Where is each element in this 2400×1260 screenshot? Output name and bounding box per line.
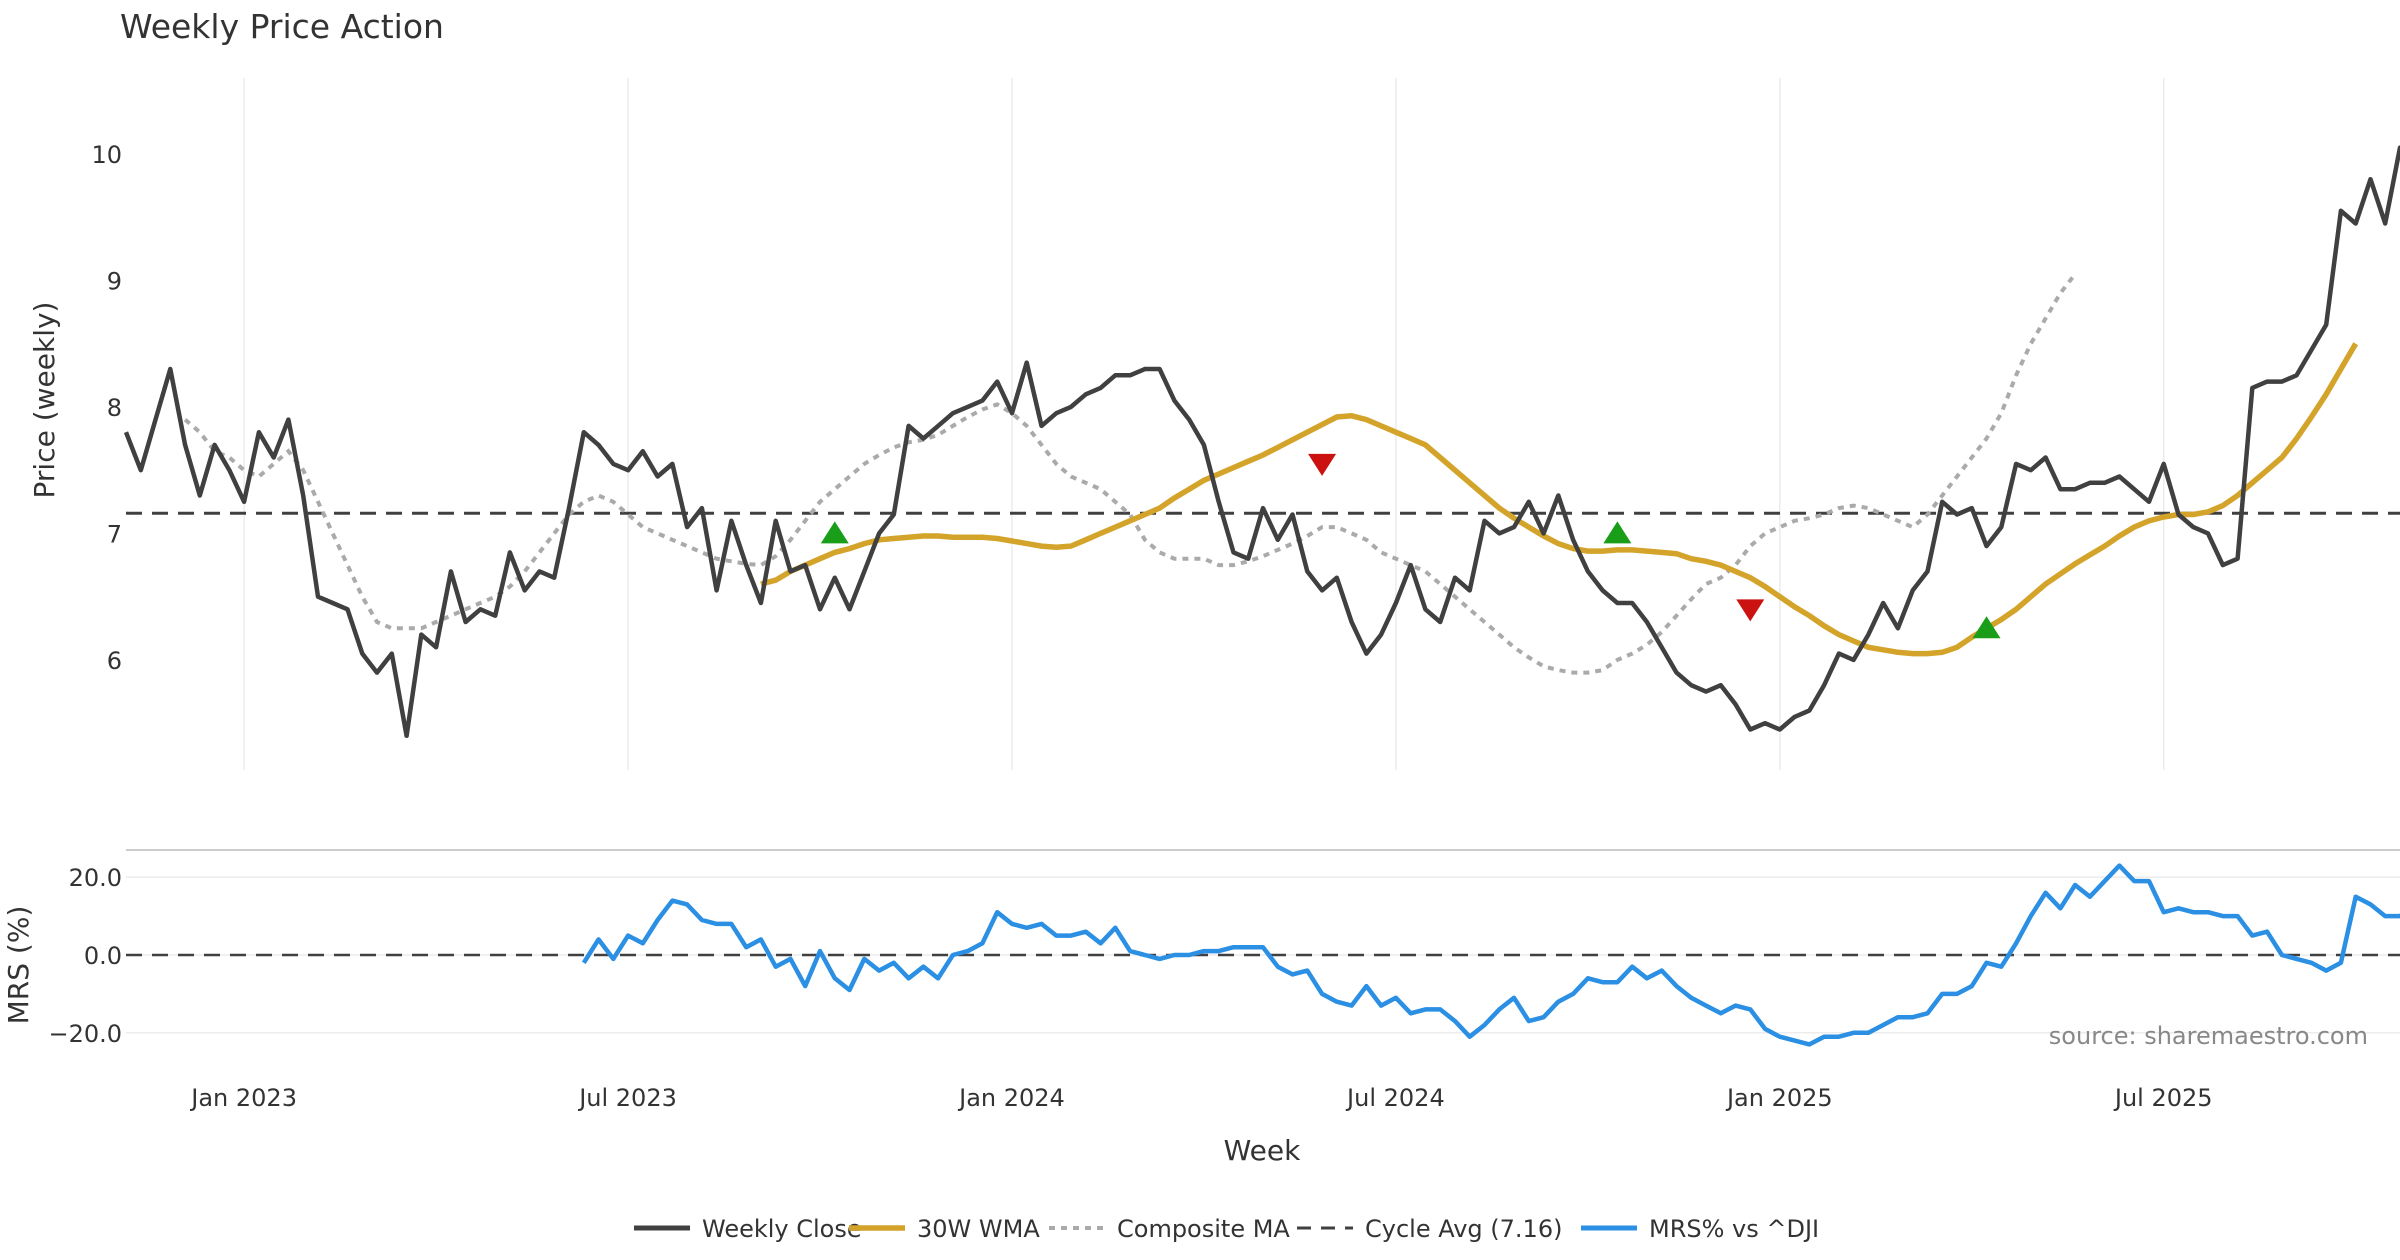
mrs-y-tick-label: −20.0 bbox=[48, 1020, 122, 1048]
x-ticks: Jan 2023 Jul 2023 Jan 2024 Jul 2024 Jan 2025… bbox=[189, 1084, 2212, 1112]
price-grid bbox=[243, 78, 2165, 770]
buy-signal-marker bbox=[1972, 616, 2001, 639]
mrs-y-tick-label: 20.0 bbox=[69, 864, 122, 892]
wma-30w-line bbox=[760, 342, 2359, 657]
x-tick-label: Jan 2025 bbox=[1725, 1084, 1833, 1112]
source-note: source: sharemaestro.com bbox=[2049, 1022, 2368, 1050]
sell-signal-marker bbox=[1308, 453, 1337, 476]
mrs-y-tick-label: 0.0 bbox=[84, 942, 122, 970]
price-y-tick-label: 9 bbox=[107, 267, 122, 295]
legend: Weekly Close 30W WMA Composite MA Cycle Avg… bbox=[634, 1215, 1819, 1243]
price-y-tick-label: 10 bbox=[91, 141, 122, 169]
sell-signal-marker bbox=[1736, 599, 1765, 622]
x-tick-label: Jul 2025 bbox=[2113, 1084, 2213, 1112]
x-tick-label: Jul 2024 bbox=[1345, 1084, 1445, 1112]
buy-signal-marker bbox=[820, 521, 849, 544]
chart-title: Weekly Price Action bbox=[120, 7, 444, 46]
composite-ma-line bbox=[183, 272, 2077, 675]
mrs-vs-dji-line bbox=[581, 863, 2400, 1047]
signal-markers bbox=[820, 453, 2001, 639]
price-y-axis-label: Price (weekly) bbox=[28, 302, 61, 499]
price-y-ticks: 6 7 8 9 10 bbox=[91, 141, 122, 675]
legend-label: Composite MA bbox=[1117, 1215, 1290, 1243]
x-axis-label: Week bbox=[1224, 1134, 1301, 1167]
price-y-tick-label: 6 bbox=[107, 647, 122, 675]
legend-label: 30W WMA bbox=[917, 1215, 1040, 1243]
buy-signal-marker bbox=[1603, 521, 1632, 544]
price-y-tick-label: 7 bbox=[107, 520, 122, 548]
x-tick-label: Jul 2023 bbox=[577, 1084, 677, 1112]
x-tick-label: Jan 2023 bbox=[189, 1084, 297, 1112]
x-tick-label: Jan 2024 bbox=[957, 1084, 1065, 1112]
legend-label: Cycle Avg (7.16) bbox=[1365, 1215, 1562, 1243]
legend-label: MRS% vs ^DJI bbox=[1649, 1215, 1819, 1243]
weekly-close-line bbox=[123, 145, 2400, 739]
mrs-y-axis-label: MRS (%) bbox=[2, 906, 35, 1025]
mrs-y-ticks: 20.0 0.0 −20.0 bbox=[48, 864, 122, 1048]
price-y-tick-label: 8 bbox=[107, 394, 122, 422]
legend-label: Weekly Close bbox=[702, 1215, 862, 1243]
